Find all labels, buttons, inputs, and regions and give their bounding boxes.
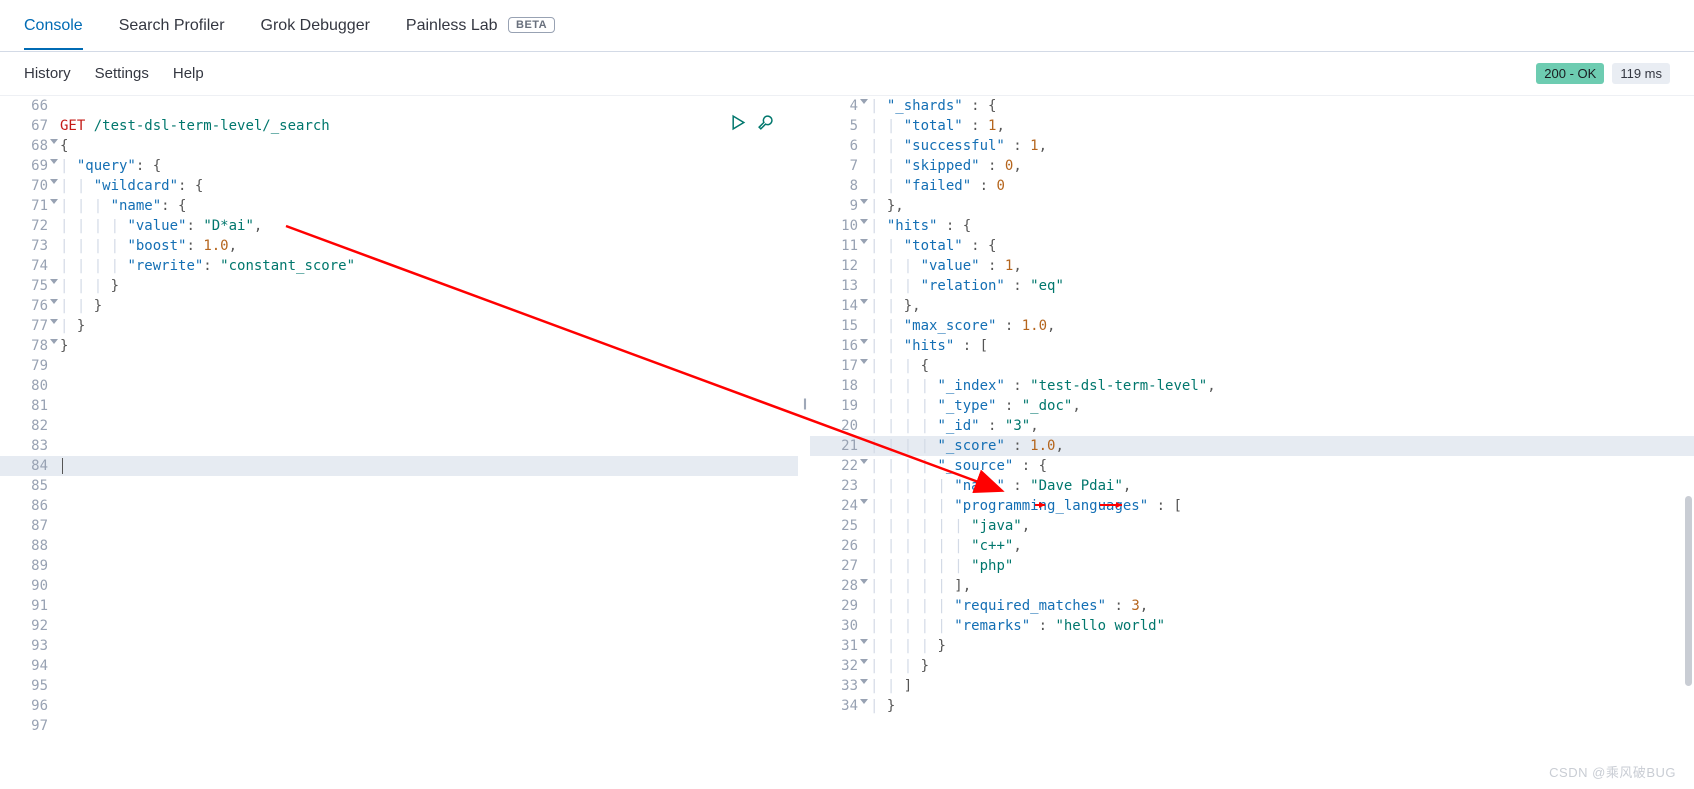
wrench-icon[interactable] [757,114,774,134]
response-status-badge: 200 - OK [1536,63,1604,84]
response-gutter: 4567891011121314151617181920212223242526… [810,96,866,789]
settings-link[interactable]: Settings [95,65,149,82]
run-query-icon[interactable] [730,114,747,134]
request-code[interactable]: GET /test-dsl-term-level/_search{| "quer… [56,96,798,789]
tab-painless-lab[interactable]: Painless Lab BETA [406,3,555,49]
response-code[interactable]: | "_shards" : {| | "total" : 1,| | "succ… [866,96,1694,789]
main-tabs: Console Search Profiler Grok Debugger Pa… [0,0,1694,52]
editor-area: 6667686970717273747576777879808182838485… [0,96,1694,789]
pane-splitter[interactable]: || [798,96,810,789]
request-editor[interactable]: 6667686970717273747576777879808182838485… [0,96,798,789]
response-viewer[interactable]: 4567891011121314151617181920212223242526… [810,96,1694,789]
response-time-badge: 119 ms [1612,63,1670,84]
console-toolbar: History Settings Help 200 - OK 119 ms [0,52,1694,96]
watermark: CSDN @乘风破BUG [1549,762,1676,781]
tab-painless-lab-label: Painless Lab [406,17,498,34]
tab-console[interactable]: Console [24,3,83,49]
help-link[interactable]: Help [173,65,204,82]
request-gutter: 6667686970717273747576777879808182838485… [0,96,56,789]
request-actions [730,114,774,134]
tab-grok-debugger[interactable]: Grok Debugger [261,3,370,49]
tab-search-profiler[interactable]: Search Profiler [119,3,225,49]
beta-badge: BETA [508,17,555,33]
history-link[interactable]: History [24,65,71,82]
